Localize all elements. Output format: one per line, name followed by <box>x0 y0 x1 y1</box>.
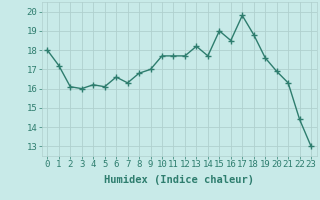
X-axis label: Humidex (Indice chaleur): Humidex (Indice chaleur) <box>104 175 254 185</box>
